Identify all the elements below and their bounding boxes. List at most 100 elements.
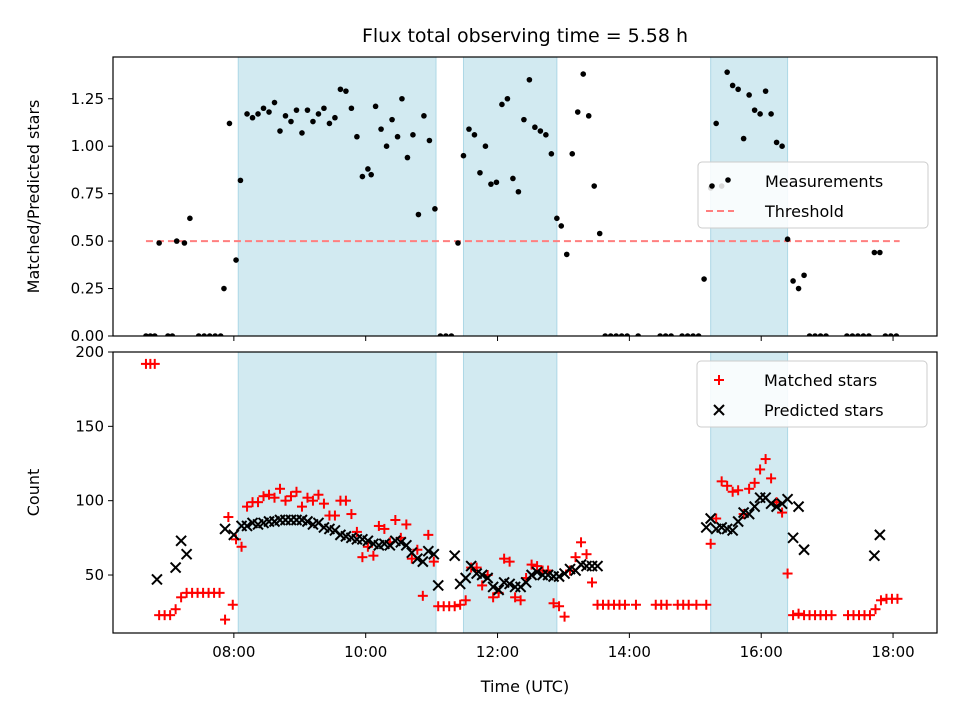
measurement-point	[260, 105, 267, 112]
measurement-point	[849, 333, 856, 336]
measurement-point	[662, 333, 669, 336]
measurement-point	[165, 333, 171, 336]
measurement-point	[195, 333, 202, 336]
measurement-point	[574, 109, 581, 115]
matched-star-point	[460, 595, 471, 606]
matched-star-point	[274, 483, 285, 494]
matched-star-point	[548, 598, 559, 609]
measurement-point	[410, 132, 416, 138]
measurement-point	[510, 175, 516, 182]
measurement-point	[515, 188, 522, 195]
measurement-point	[812, 333, 818, 336]
y-tick-label: 100	[75, 492, 104, 510]
x-tick-label: 10:00	[344, 643, 387, 661]
predicted-star-point	[770, 500, 783, 513]
predicted-star-point	[743, 508, 755, 520]
measurement-point	[249, 114, 256, 121]
matched-star-point	[826, 610, 837, 621]
measurement-point	[389, 116, 395, 123]
matched-star-point	[576, 537, 587, 548]
matched-star-point	[291, 486, 302, 497]
measurement-point	[844, 333, 850, 336]
predicted-star-point	[169, 561, 182, 574]
predicted-star-point	[704, 512, 717, 525]
predicted-star-point	[301, 515, 314, 528]
matched-star-point	[733, 485, 744, 496]
measurement-point	[293, 107, 300, 113]
measurement-point	[729, 82, 736, 89]
matched-star-point	[285, 491, 296, 502]
matched-star-point	[760, 454, 771, 465]
matched-star-point	[379, 523, 390, 534]
shaded-interval	[462, 56, 558, 337]
matched-star-point	[214, 587, 225, 598]
shaded-interval	[237, 351, 437, 634]
legend-marker-measurements	[709, 183, 715, 189]
measurement-point	[585, 113, 592, 119]
legend: Matched stars Predicted stars	[696, 360, 928, 428]
matched-star-point	[296, 501, 307, 512]
matched-star-point	[701, 599, 712, 610]
y-tick-label: 200	[75, 343, 104, 361]
measurement-point	[882, 333, 889, 336]
measurement-point	[244, 111, 250, 117]
measurement-point	[740, 135, 747, 142]
matched-star-point	[313, 489, 324, 500]
measurement-point	[526, 76, 533, 83]
measurement-point	[181, 240, 188, 246]
measurement-point	[383, 143, 390, 150]
legend-label: Matched stars	[764, 371, 877, 390]
measurement-point	[201, 333, 207, 336]
shaded-interval	[237, 56, 437, 337]
measurement-point	[372, 103, 379, 110]
legend-label: Threshold	[764, 202, 844, 221]
measurement-point	[618, 333, 625, 336]
predicted-star-point	[868, 549, 881, 562]
x-tick-label: 16:00	[740, 643, 783, 661]
measurement-point	[757, 111, 763, 117]
measurement-point	[378, 126, 384, 132]
matched-star-point	[406, 553, 417, 564]
measurement-point	[817, 333, 824, 336]
matched-star-point	[554, 601, 565, 612]
measurement-point	[499, 101, 505, 108]
matched-star-point	[346, 509, 357, 520]
matched-star-point	[242, 501, 253, 512]
top-panel: 0.00 0.25 0.50 0.75 1.00 1.25 Matched/Predicte…	[24, 56, 938, 345]
predicted-star-point	[492, 584, 505, 596]
measurement-point	[343, 88, 349, 94]
matched-star-point	[788, 610, 799, 621]
y-tick-label: 150	[75, 417, 104, 435]
measurement-point	[751, 107, 758, 113]
matched-star-point	[340, 495, 351, 506]
matched-star-point	[691, 599, 702, 610]
measurement-point	[855, 333, 861, 336]
matched-star-point	[170, 604, 181, 615]
matched-star-point	[220, 614, 231, 625]
predicted-star-point	[175, 535, 187, 547]
predicted-star-point	[503, 578, 516, 590]
measurement-point	[448, 333, 455, 336]
measurement-point	[877, 249, 883, 256]
matched-star-point	[630, 599, 641, 610]
measurement-point	[773, 139, 780, 146]
measurement-point	[226, 120, 233, 127]
measurement-point	[860, 333, 867, 336]
measurement-point	[359, 173, 366, 180]
matched-star-point	[570, 552, 581, 563]
x-axis-label: Time (UTC)	[480, 677, 569, 696]
measurement-point	[537, 128, 544, 134]
measurement-point	[365, 166, 371, 172]
predicted-star-point	[792, 500, 805, 513]
measurement-point	[488, 181, 494, 187]
predicted-star-point	[781, 493, 794, 505]
matched-star-point	[875, 595, 886, 606]
measurement-point	[310, 118, 316, 125]
matched-star-point	[619, 599, 630, 610]
measurement-point	[888, 333, 894, 336]
matched-star-point	[165, 610, 176, 621]
measurement-point	[337, 86, 344, 93]
measurement-point	[455, 240, 461, 246]
x-tick-label: 12:00	[476, 643, 519, 661]
